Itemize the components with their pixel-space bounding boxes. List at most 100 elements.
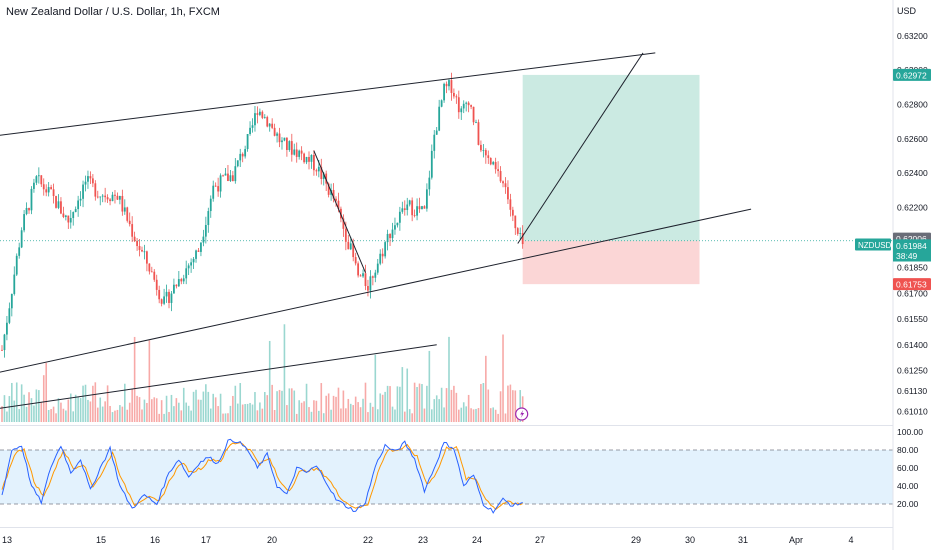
- candle: [285, 137, 288, 157]
- candle: [99, 196, 102, 206]
- candle-body: [268, 123, 271, 127]
- candle-body: [504, 183, 507, 188]
- candle-body: [337, 200, 340, 209]
- candle: [37, 167, 40, 184]
- candle: [258, 108, 261, 117]
- candle: [52, 183, 55, 204]
- candle: [136, 238, 138, 251]
- stoch-tick-label: 40.00: [897, 481, 919, 491]
- candle-body: [398, 211, 401, 223]
- candle: [290, 133, 293, 162]
- candle-body: [114, 194, 116, 196]
- volume-bar: [77, 397, 79, 422]
- candle: [477, 119, 480, 146]
- candle: [111, 191, 114, 202]
- candle-body: [50, 187, 53, 190]
- candle-body: [126, 207, 129, 221]
- candle: [150, 266, 153, 273]
- volume-bar: [124, 383, 126, 422]
- volume-bar: [119, 405, 121, 422]
- time-tick-label: 27: [535, 535, 545, 545]
- candle: [430, 144, 433, 180]
- candle: [60, 197, 62, 215]
- candle: [141, 246, 143, 253]
- time-tick-label: 24: [472, 535, 482, 545]
- volume-bar: [72, 411, 75, 422]
- volume-bar: [492, 407, 494, 422]
- candle: [398, 206, 401, 231]
- volume-bar: [359, 407, 362, 422]
- candle: [507, 180, 509, 205]
- candle: [40, 175, 43, 188]
- time-tick-label: 31: [738, 535, 748, 545]
- candle: [109, 197, 111, 206]
- price-axis[interactable]: 0.632000.630000.628000.626000.624000.622…: [855, 0, 932, 550]
- time-axis[interactable]: 13 15 16 17 20 22 23 24 27 29 30 31 Apr 4: [0, 527, 893, 546]
- candle-body: [384, 242, 387, 257]
- candle: [153, 269, 156, 282]
- candle-body: [416, 206, 418, 216]
- candle-body: [182, 278, 185, 282]
- candle-body: [251, 125, 254, 128]
- candle: [143, 244, 146, 260]
- candle-body: [10, 293, 13, 309]
- volume-bar: [116, 409, 119, 422]
- volume-bar: [111, 412, 114, 422]
- stop-zone: [522, 240, 700, 285]
- candle: [138, 238, 141, 257]
- candle: [249, 121, 251, 136]
- trendline: [517, 52, 644, 244]
- candle-body: [82, 184, 84, 199]
- candle: [101, 194, 104, 203]
- candle: [214, 182, 217, 187]
- volume-bar: [69, 393, 72, 422]
- time-tick-label: 16: [150, 535, 160, 545]
- candle-body: [352, 243, 355, 258]
- candle-body: [67, 215, 70, 223]
- candle: [504, 177, 507, 194]
- volume-bar: [18, 409, 20, 422]
- candle-body: [425, 189, 428, 209]
- candle: [391, 222, 394, 243]
- candle: [116, 192, 119, 200]
- candle-body: [305, 156, 308, 163]
- candle: [261, 110, 264, 120]
- countdown-label: 38:49: [896, 251, 918, 261]
- volume-bar: [254, 392, 256, 422]
- volume-bar: [6, 411, 8, 422]
- volume-bar: [138, 397, 141, 422]
- price-tick-label: 0.62400: [897, 168, 928, 178]
- candle: [212, 180, 215, 202]
- volume-bar: [163, 413, 165, 422]
- volume-bar: [465, 406, 467, 422]
- trendlines[interactable]: [0, 52, 932, 426]
- volume-bar: [349, 403, 352, 422]
- candle-body: [123, 207, 126, 212]
- candle: [376, 258, 379, 275]
- volume-bar: [273, 410, 276, 422]
- volume-bar: [394, 409, 396, 422]
- stoch-tick-label: 60.00: [897, 463, 919, 473]
- candle: [480, 140, 482, 153]
- volume-bar: [352, 405, 355, 422]
- candle-body: [389, 233, 391, 239]
- candle-body: [408, 200, 411, 205]
- volume-bar: [185, 402, 187, 422]
- volume-bar: [305, 383, 308, 422]
- price-tick-label: 0.63200: [897, 31, 928, 41]
- volume-bar: [303, 401, 305, 422]
- volume-bar: [205, 384, 207, 422]
- price-tick-label: 0.61550: [897, 314, 928, 324]
- candle: [494, 157, 497, 174]
- volume-bar: [92, 385, 94, 422]
- volume-bar: [13, 400, 16, 422]
- candle-body: [217, 186, 220, 192]
- candle-body: [18, 247, 21, 256]
- volume-bar: [106, 385, 109, 422]
- stop-price-label-bg: [893, 278, 931, 291]
- position-tool[interactable]: [0, 74, 893, 285]
- candle: [67, 215, 70, 229]
- candle-body: [344, 228, 347, 242]
- volume-bar: [195, 389, 197, 422]
